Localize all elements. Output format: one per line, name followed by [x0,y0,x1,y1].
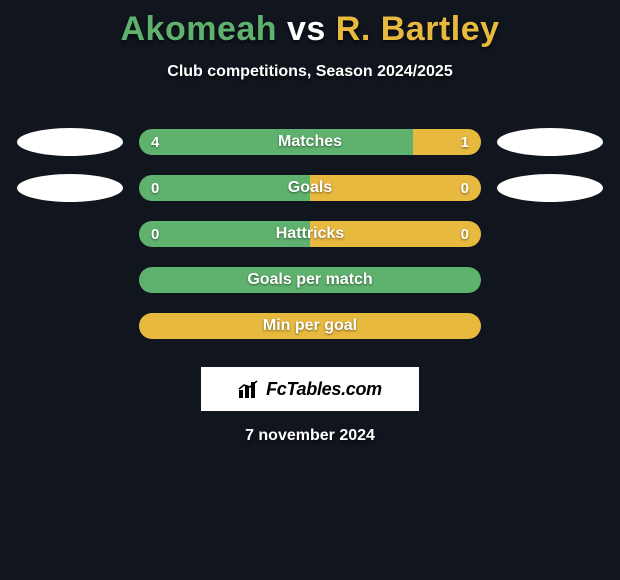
title-player2: R. Bartley [336,10,500,48]
stat-bar: Matches41 [139,129,481,155]
subtitle: Club competitions, Season 2024/2025 [0,63,620,81]
date-text: 7 november 2024 [0,427,620,445]
player2-badge [497,128,603,156]
player2-badge [497,174,603,202]
bar-segment-player2 [139,313,481,339]
stat-bar: Goals00 [139,175,481,201]
stat-bar: Min per goal [139,313,481,339]
stat-rows: Matches41 Goals00 Hattricks00 Goals per mat… [0,119,620,349]
stat-bar: Goals per match [139,267,481,293]
player1-badge [17,128,123,156]
bar-segment-player2 [413,129,481,155]
bar-segment-player2 [310,175,481,201]
brand-text: FcTables.com [266,379,382,400]
stat-row: Min per goal [0,303,620,349]
bar-segment-player2 [310,221,481,247]
stat-row: Matches41 [0,119,620,165]
bar-segment-player1 [139,129,413,155]
stat-row: Hattricks00 [0,211,620,257]
brand-box: FcTables.com [201,367,419,411]
bar-segment-player1 [139,221,310,247]
title-vs: vs [287,10,326,48]
bar-segment-player1 [139,175,310,201]
stat-row: Goals per match [0,257,620,303]
title-player1: Akomeah [120,10,277,48]
player1-badge [17,174,123,202]
stat-bar: Hattricks00 [139,221,481,247]
page-title: Akomeah vs R. Bartley [0,0,620,49]
brand-chart-icon [238,380,260,398]
stat-row: Goals00 [0,165,620,211]
bar-segment-player1 [139,267,481,293]
